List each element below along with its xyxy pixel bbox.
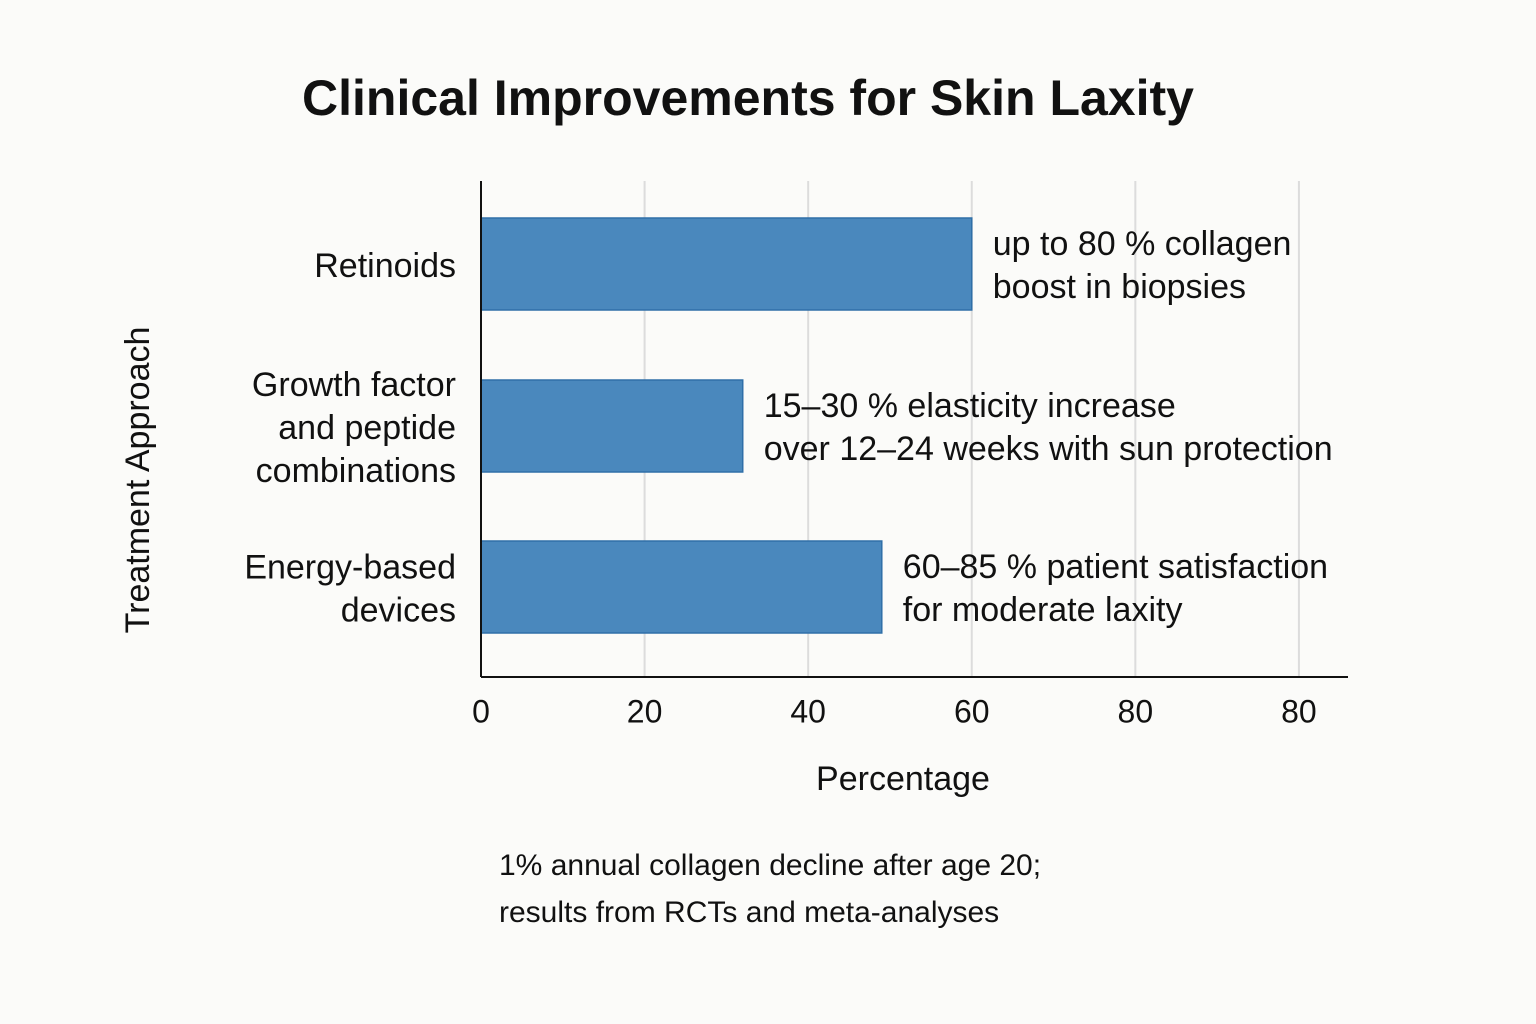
y-tick-label: combinations	[256, 452, 456, 490]
x-tick-label: 0	[472, 693, 490, 729]
y-tick-label: and peptide	[278, 409, 456, 447]
x-tick-label: 60	[954, 693, 990, 729]
x-tick-label: 80	[1281, 693, 1317, 729]
y-tick-label: Energy-based	[244, 548, 456, 586]
bar-annotation: over 12–24 weeks with sun protection	[764, 430, 1333, 468]
y-tick-label: devices	[341, 591, 456, 629]
bar-annotation: boost in biopsies	[993, 268, 1246, 306]
x-axis-label: Percentage	[816, 760, 990, 798]
y-tick-label: Retinoids	[314, 247, 456, 285]
footnote: 1% annual collagen decline after age 20;	[499, 849, 1041, 882]
bar	[480, 379, 744, 473]
bar-annotation: 60–85 % patient satisfaction	[903, 548, 1328, 586]
x-tick-label: 80	[1118, 693, 1154, 729]
bar	[480, 217, 973, 311]
y-tick-label: Growth factor	[252, 366, 456, 404]
bar-annotation: 15–30 % elasticity increase	[764, 387, 1176, 425]
bar-annotation: up to 80 % collagen	[993, 225, 1292, 263]
y-axis-label: Treatment Approach	[119, 327, 157, 634]
bar-annotation: for moderate laxity	[903, 591, 1183, 629]
chart-title: Clinical Improvements for Skin Laxity	[302, 70, 1194, 126]
marks	[480, 217, 973, 634]
footnote: results from RCTs and meta-analyses	[499, 896, 999, 929]
bar	[480, 540, 883, 634]
x-tick-label: 20	[627, 693, 663, 729]
x-tick-label: 40	[790, 693, 826, 729]
